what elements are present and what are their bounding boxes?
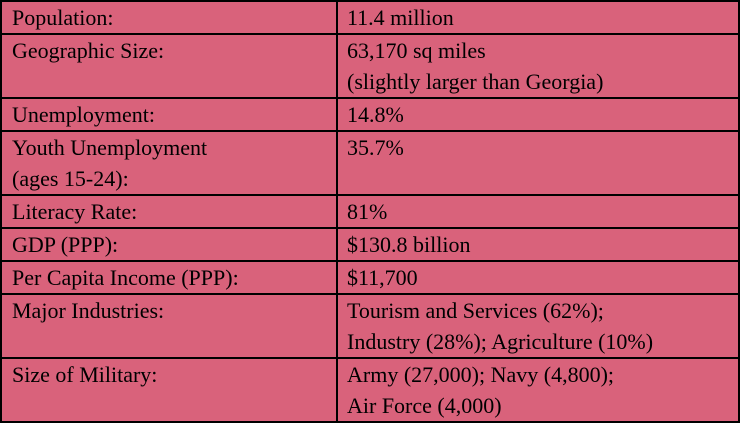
row-value-text: 11.4 million: [347, 5, 454, 30]
row-label: Geographic Size:: [0, 33, 338, 99]
table-row-literacy-rate: Literacy Rate: 81%: [0, 194, 740, 229]
row-value: 14.8%: [336, 97, 740, 132]
row-value-text: Industry (28%); Agriculture (10%): [347, 329, 654, 354]
row-value-text: $130.8 billion: [347, 232, 471, 257]
row-label: Major Industries:: [0, 293, 338, 359]
row-value-text: Army (27,000); Navy (4,800);: [347, 362, 615, 387]
row-label: Literacy Rate:: [0, 194, 338, 229]
row-value-text: Air Force (4,000): [347, 393, 502, 418]
row-value: Army (27,000); Navy (4,800); Air Force (…: [336, 357, 740, 423]
row-label-text: Youth Unemployment: [12, 135, 208, 160]
row-label: GDP (PPP):: [0, 227, 338, 262]
row-label-text: Per Capita Income (PPP):: [12, 265, 239, 290]
row-value: 11.4 million: [336, 0, 740, 35]
table-row-youth-unemployment: Youth Unemployment (ages 15-24): 35.7%: [0, 130, 740, 196]
row-label-text: Geographic Size:: [12, 38, 165, 63]
table-row-major-industries: Major Industries: Tourism and Services (…: [0, 293, 740, 359]
row-value: $130.8 billion: [336, 227, 740, 262]
table-row-population: Population: 11.4 million: [0, 0, 740, 35]
row-value-text: Tourism and Services (62%);: [347, 298, 604, 323]
row-label-text: Major Industries:: [12, 298, 165, 323]
table-row-gdp: GDP (PPP): $130.8 billion: [0, 227, 740, 262]
row-label-text: GDP (PPP):: [12, 232, 119, 257]
row-label: Unemployment:: [0, 97, 338, 132]
row-label-text: Literacy Rate:: [12, 199, 138, 224]
row-value-text: 35.7%: [347, 135, 404, 160]
row-label-text: Size of Military:: [12, 362, 158, 387]
row-value-text: 63,170 sq miles: [347, 38, 486, 63]
row-label-text: Unemployment:: [12, 102, 155, 127]
table-row-unemployment: Unemployment: 14.8%: [0, 97, 740, 132]
row-label: Youth Unemployment (ages 15-24):: [0, 130, 338, 196]
row-value: $11,700: [336, 260, 740, 295]
table-row-per-capita-income: Per Capita Income (PPP): $11,700: [0, 260, 740, 295]
row-label-text: Population:: [12, 5, 114, 30]
row-value-text: 81%: [347, 199, 388, 224]
row-value: 35.7%: [336, 130, 740, 196]
row-value: 81%: [336, 194, 740, 229]
table-row-size-of-military: Size of Military: Army (27,000); Navy (4…: [0, 357, 740, 423]
row-value-text: (slightly larger than Georgia): [347, 69, 604, 94]
row-value-text: $11,700: [347, 265, 418, 290]
row-label: Size of Military:: [0, 357, 338, 423]
row-label: Per Capita Income (PPP):: [0, 260, 338, 295]
row-value-text: 14.8%: [347, 102, 404, 127]
row-value: Tourism and Services (62%); Industry (28…: [336, 293, 740, 359]
table-row-geographic-size: Geographic Size: 63,170 sq miles (slight…: [0, 33, 740, 99]
row-value: 63,170 sq miles (slightly larger than Ge…: [336, 33, 740, 99]
row-label: Population:: [0, 0, 338, 35]
row-label-text: (ages 15-24):: [12, 166, 129, 191]
